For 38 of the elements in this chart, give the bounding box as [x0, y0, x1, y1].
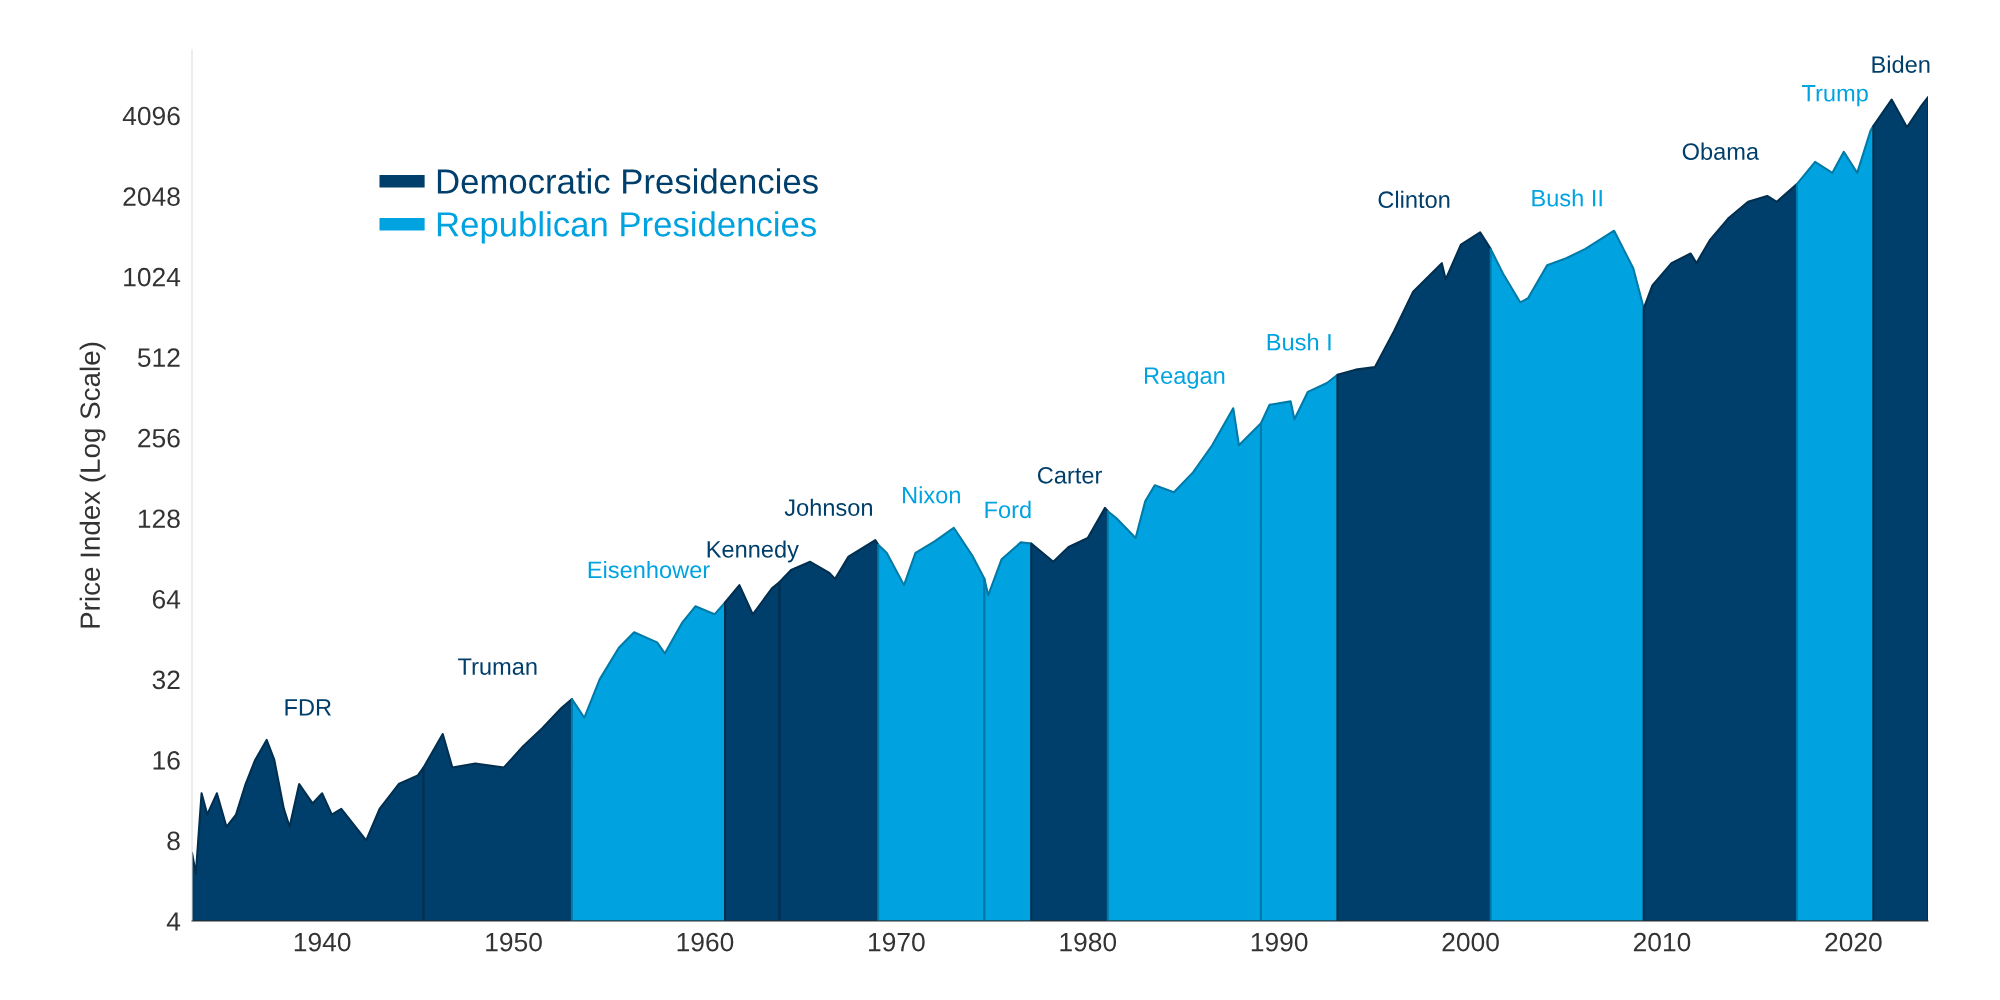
series-label: FDR [285, 699, 331, 716]
series-label: Johnson [784, 498, 872, 516]
x-tick-label: 1940 [294, 932, 351, 952]
series-label: Ford [985, 500, 1031, 519]
series-label: Nixon [903, 486, 960, 504]
x-tick-label: 1990 [1251, 932, 1308, 952]
y-tick-label: 4 [166, 912, 181, 931]
y-tick-label: 256 [138, 428, 180, 448]
series-label: Truman [458, 658, 537, 675]
series-label: Carter [1037, 466, 1102, 484]
x-tick-label: 2020 [1825, 932, 1882, 952]
x-tick-label: 1970 [869, 932, 925, 952]
y-tick-label: 128 [138, 509, 180, 529]
series-label: Obama [1682, 142, 1760, 160]
x-tick-label: 1950 [486, 932, 542, 952]
annotation: Democratic Presidencies [437, 168, 818, 194]
y-tick-label: 512 [137, 348, 180, 367]
y-tick-label: 1024 [124, 267, 181, 287]
x-tick-label: 2000 [1442, 932, 1499, 952]
y-axis-title: Price Index (Log Scale) [79, 342, 106, 628]
series-label: Reagan [1145, 367, 1225, 389]
y-tick-label: 16 [153, 751, 180, 770]
series-label: Eisenhower [588, 560, 710, 579]
annotation: Republican Presidencies [437, 211, 816, 244]
y-tick-label: 32 [152, 670, 180, 690]
x-tick-label: 1960 [677, 932, 734, 952]
series-label: Kennedy [707, 540, 799, 563]
y-tick-label: 4096 [122, 106, 180, 126]
series-label: Biden [1872, 55, 1930, 73]
y-tick-label: 2048 [123, 187, 180, 206]
x-tick-label: 1980 [1060, 932, 1117, 952]
x-tick-label: 2010 [1633, 932, 1691, 952]
series-label: Clinton [1378, 190, 1450, 209]
series-label: Trump [1802, 85, 1868, 107]
y-tick-label: 8 [167, 831, 180, 851]
series-label: Bush II [1532, 189, 1602, 207]
y-tick-label: 64 [152, 589, 181, 609]
series-label: Bush I [1267, 333, 1331, 351]
